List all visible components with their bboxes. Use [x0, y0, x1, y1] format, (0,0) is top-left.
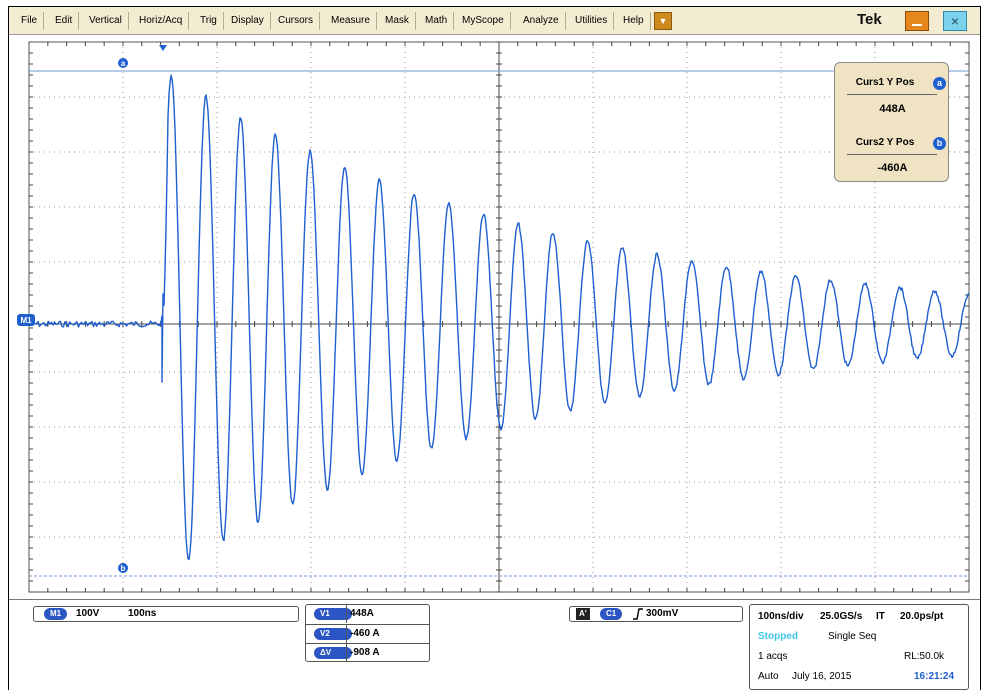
acq-mode: IT [876, 611, 885, 622]
channel-badge: M1 [44, 608, 68, 620]
curs1-badge: a [933, 77, 946, 90]
curs2-value: -460A [877, 162, 908, 174]
delta-value: -908 A [346, 644, 429, 662]
menu-measure[interactable]: Measure [325, 12, 377, 30]
cursor-b-label: b [121, 564, 126, 573]
divider [847, 94, 937, 95]
menu-display[interactable]: Display [225, 12, 271, 30]
trigger-mode: Auto [758, 671, 779, 682]
trigger-readout[interactable]: A' C1 300mV [569, 606, 743, 622]
acquisition-count: 1 acqs [758, 651, 788, 662]
menu-edit[interactable]: Edit [49, 12, 80, 30]
delta-badge: ΔV [314, 647, 352, 659]
divider [847, 154, 937, 155]
close-icon[interactable]: × [943, 11, 967, 31]
menu-trig[interactable]: Trig [194, 12, 224, 30]
cursor-a-handle[interactable]: a [118, 58, 128, 68]
menu-cursors[interactable]: Cursors [272, 12, 321, 30]
trigger-source-badge: C1 [600, 608, 623, 620]
math-ground-marker[interactable]: M1 [17, 314, 35, 326]
cursor-b-handle[interactable]: b [118, 563, 128, 573]
menu-analyze[interactable]: Analyze [517, 12, 566, 30]
menu-vertical[interactable]: Vertical [83, 12, 129, 30]
cursor-readout[interactable]: V1 448A V2 -460 A ΔV -908 A [305, 604, 430, 662]
v1-value: 448A [346, 605, 429, 623]
curs1-value: 448A [879, 103, 906, 115]
menu-horiz-acq[interactable]: Horiz/Acq [133, 12, 190, 30]
record-length: RL:50.0k [904, 651, 945, 662]
cursor-v2-row: V2 -460 A [306, 624, 429, 643]
acquisition-time: 16:21:24 [914, 671, 955, 682]
sequence-mode: Single Seq [828, 631, 877, 642]
trigger-mode-badge: A' [576, 608, 590, 620]
graticule [28, 41, 970, 593]
v2-value: -460 A [346, 625, 429, 643]
channel-timebase: 100ns [128, 608, 157, 619]
minimize-icon[interactable] [905, 11, 929, 31]
v2-badge: V2 [314, 628, 352, 640]
menu-help[interactable]: Help [617, 12, 651, 30]
curs2-label: Curs2 Y Pos [855, 137, 915, 148]
brand-logo: Tek [857, 11, 882, 28]
v1-badge: V1 [314, 608, 352, 620]
cursor-a-label: a [121, 59, 126, 68]
waveform-display[interactable]: a b M1 [9, 35, 980, 597]
menu-file[interactable]: File [15, 12, 45, 30]
cursor-delta-row: ΔV -908 A [306, 643, 429, 662]
menu-myscope[interactable]: MyScope [456, 12, 511, 30]
oscilloscope-window: File Edit Vertical Horiz/Acq Trig Displa… [8, 6, 981, 692]
cursor-position-panel[interactable]: Curs1 Y Pos a 448A Curs2 Y Pos b -460A [834, 62, 949, 182]
sample-rate: 25.0GS/s [820, 611, 863, 622]
run-state: Stopped [758, 631, 798, 642]
rising-edge-icon [633, 608, 643, 620]
waveform-trace [28, 74, 970, 561]
menu-math[interactable]: Math [419, 12, 455, 30]
acquisition-readout[interactable]: 100ns/div 25.0GS/s IT 20.0ps/pt Stopped … [749, 604, 969, 690]
trigger-level: 300mV [646, 608, 679, 619]
menu-utilities[interactable]: Utilities [569, 12, 615, 30]
curs1-label: Curs1 Y Pos [855, 77, 915, 88]
menu-mask[interactable]: Mask [379, 12, 416, 30]
horizontal-scale: 100ns/div [758, 611, 804, 622]
channel-scale: 100V [76, 608, 100, 619]
trigger-position-icon[interactable] [159, 45, 167, 51]
readout-area: M1 100V 100ns V1 448A V2 -460 A ΔV -908 … [9, 599, 980, 692]
resolution: 20.0ps/pt [900, 611, 944, 622]
channel-readout[interactable]: M1 100V 100ns [33, 606, 299, 622]
cursor-v1-row: V1 448A [306, 605, 429, 623]
acquisition-date: July 16, 2015 [792, 671, 852, 682]
dropdown-triangle-icon[interactable]: ▼ [654, 12, 672, 30]
menu-bar: File Edit Vertical Horiz/Acq Trig Displa… [9, 7, 980, 35]
math-marker-label: M1 [20, 316, 32, 325]
curs2-badge: b [933, 137, 946, 150]
